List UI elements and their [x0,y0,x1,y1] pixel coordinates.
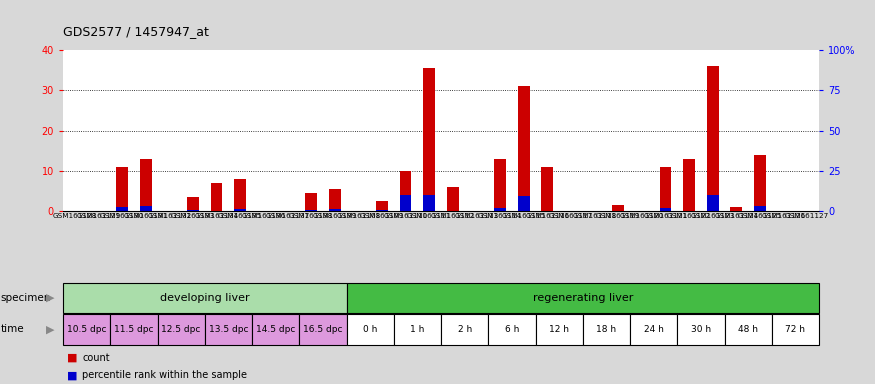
Text: 2 h: 2 h [458,325,472,334]
Bar [305,210,317,211]
Bar [536,314,583,344]
Bar [630,314,677,344]
Bar [542,167,553,211]
Bar [187,210,199,211]
Bar [205,314,252,344]
Bar [187,197,199,211]
Bar [677,314,724,344]
Bar [707,66,718,211]
Bar [707,195,718,211]
Bar [518,196,529,211]
Text: 6 h: 6 h [505,325,519,334]
Text: ▶: ▶ [46,293,54,303]
Bar [400,171,411,211]
Bar [234,209,246,211]
Bar [724,314,772,344]
Bar [754,206,766,211]
Bar [329,209,340,211]
Bar [441,314,488,344]
Text: 24 h: 24 h [644,325,663,334]
Text: 72 h: 72 h [786,325,805,334]
Bar [731,207,742,211]
Bar [299,314,346,344]
Text: 16.5 dpc: 16.5 dpc [303,325,343,334]
Text: 14.5 dpc: 14.5 dpc [256,325,296,334]
Bar [211,183,222,211]
Bar [63,314,110,344]
Text: specimen: specimen [1,293,52,303]
Text: 18 h: 18 h [597,325,616,334]
Bar [772,314,819,344]
Bar [494,208,506,211]
Bar [158,314,205,344]
Bar [683,159,695,211]
Bar [346,314,394,344]
Text: ■: ■ [67,370,78,380]
Bar [234,179,246,211]
Bar [305,193,317,211]
Bar [488,314,536,344]
Bar [116,167,128,211]
Bar [110,314,158,344]
Bar [252,314,299,344]
Text: percentile rank within the sample: percentile rank within the sample [82,370,248,380]
Text: ■: ■ [67,353,78,363]
Bar [447,187,458,211]
Bar [660,208,671,211]
Text: 1 h: 1 h [410,325,424,334]
Bar [63,283,346,313]
Bar [660,167,671,211]
Text: 30 h: 30 h [691,325,711,334]
Bar [424,68,435,211]
Text: 11.5 dpc: 11.5 dpc [114,325,154,334]
Text: GDS2577 / 1457947_at: GDS2577 / 1457947_at [63,25,209,38]
Bar [140,159,151,211]
Bar [518,86,529,211]
Bar [583,314,630,344]
Text: ▶: ▶ [46,324,54,334]
Bar [400,195,411,211]
Bar [424,195,435,211]
Bar [329,189,340,211]
Bar [494,159,506,211]
Text: 13.5 dpc: 13.5 dpc [208,325,248,334]
Bar [63,50,819,211]
Bar [612,205,624,211]
Text: 12 h: 12 h [550,325,569,334]
Text: 12.5 dpc: 12.5 dpc [162,325,201,334]
Bar [140,206,151,211]
Text: 48 h: 48 h [738,325,758,334]
Bar [754,155,766,211]
Bar [116,207,128,211]
Bar [376,210,388,211]
Text: regenerating liver: regenerating liver [533,293,633,303]
Bar [376,201,388,211]
Text: 0 h: 0 h [363,325,377,334]
Bar [394,314,441,344]
Text: 10.5 dpc: 10.5 dpc [66,325,107,334]
Text: time: time [1,324,24,334]
Bar [346,283,819,313]
Text: developing liver: developing liver [160,293,249,303]
Text: count: count [82,353,110,363]
